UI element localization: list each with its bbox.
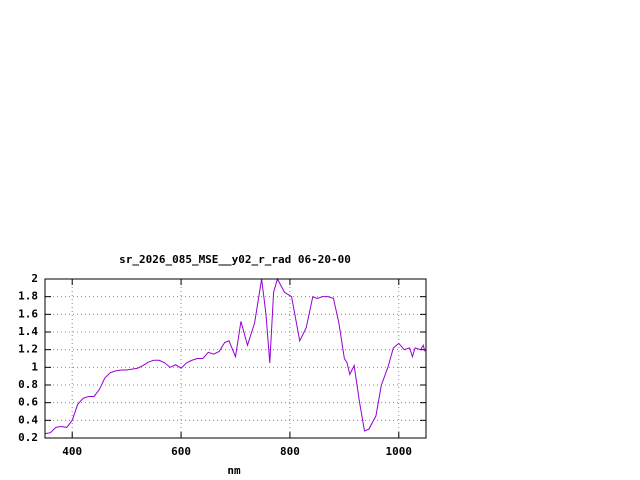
y-tick-label: 0.2 bbox=[18, 431, 38, 444]
y-tick-label: 0.6 bbox=[18, 396, 38, 409]
x-tick-label: 1000 bbox=[386, 445, 413, 458]
data-line bbox=[44, 277, 426, 435]
y-tick-label: 0.4 bbox=[18, 413, 38, 426]
chart-title: sr_2026_085_MSE__y02_r_rad 06-20-00 bbox=[119, 253, 351, 266]
y-tick-label: 1 bbox=[31, 360, 38, 373]
y-tick-label: 0.8 bbox=[18, 378, 38, 391]
x-axis-label: nm bbox=[227, 464, 241, 477]
y-tick-label: 2 bbox=[31, 272, 38, 285]
x-tick-label: 800 bbox=[280, 445, 300, 458]
y-tick-label: 1.6 bbox=[18, 307, 38, 320]
x-tick-label: 400 bbox=[62, 445, 82, 458]
y-tick-label: 1.8 bbox=[18, 290, 38, 303]
y-tick-label: 1.4 bbox=[18, 325, 38, 338]
y-tick-label: 1.2 bbox=[18, 343, 38, 356]
plot-border bbox=[44, 278, 427, 439]
x-tick-label: 600 bbox=[171, 445, 191, 458]
